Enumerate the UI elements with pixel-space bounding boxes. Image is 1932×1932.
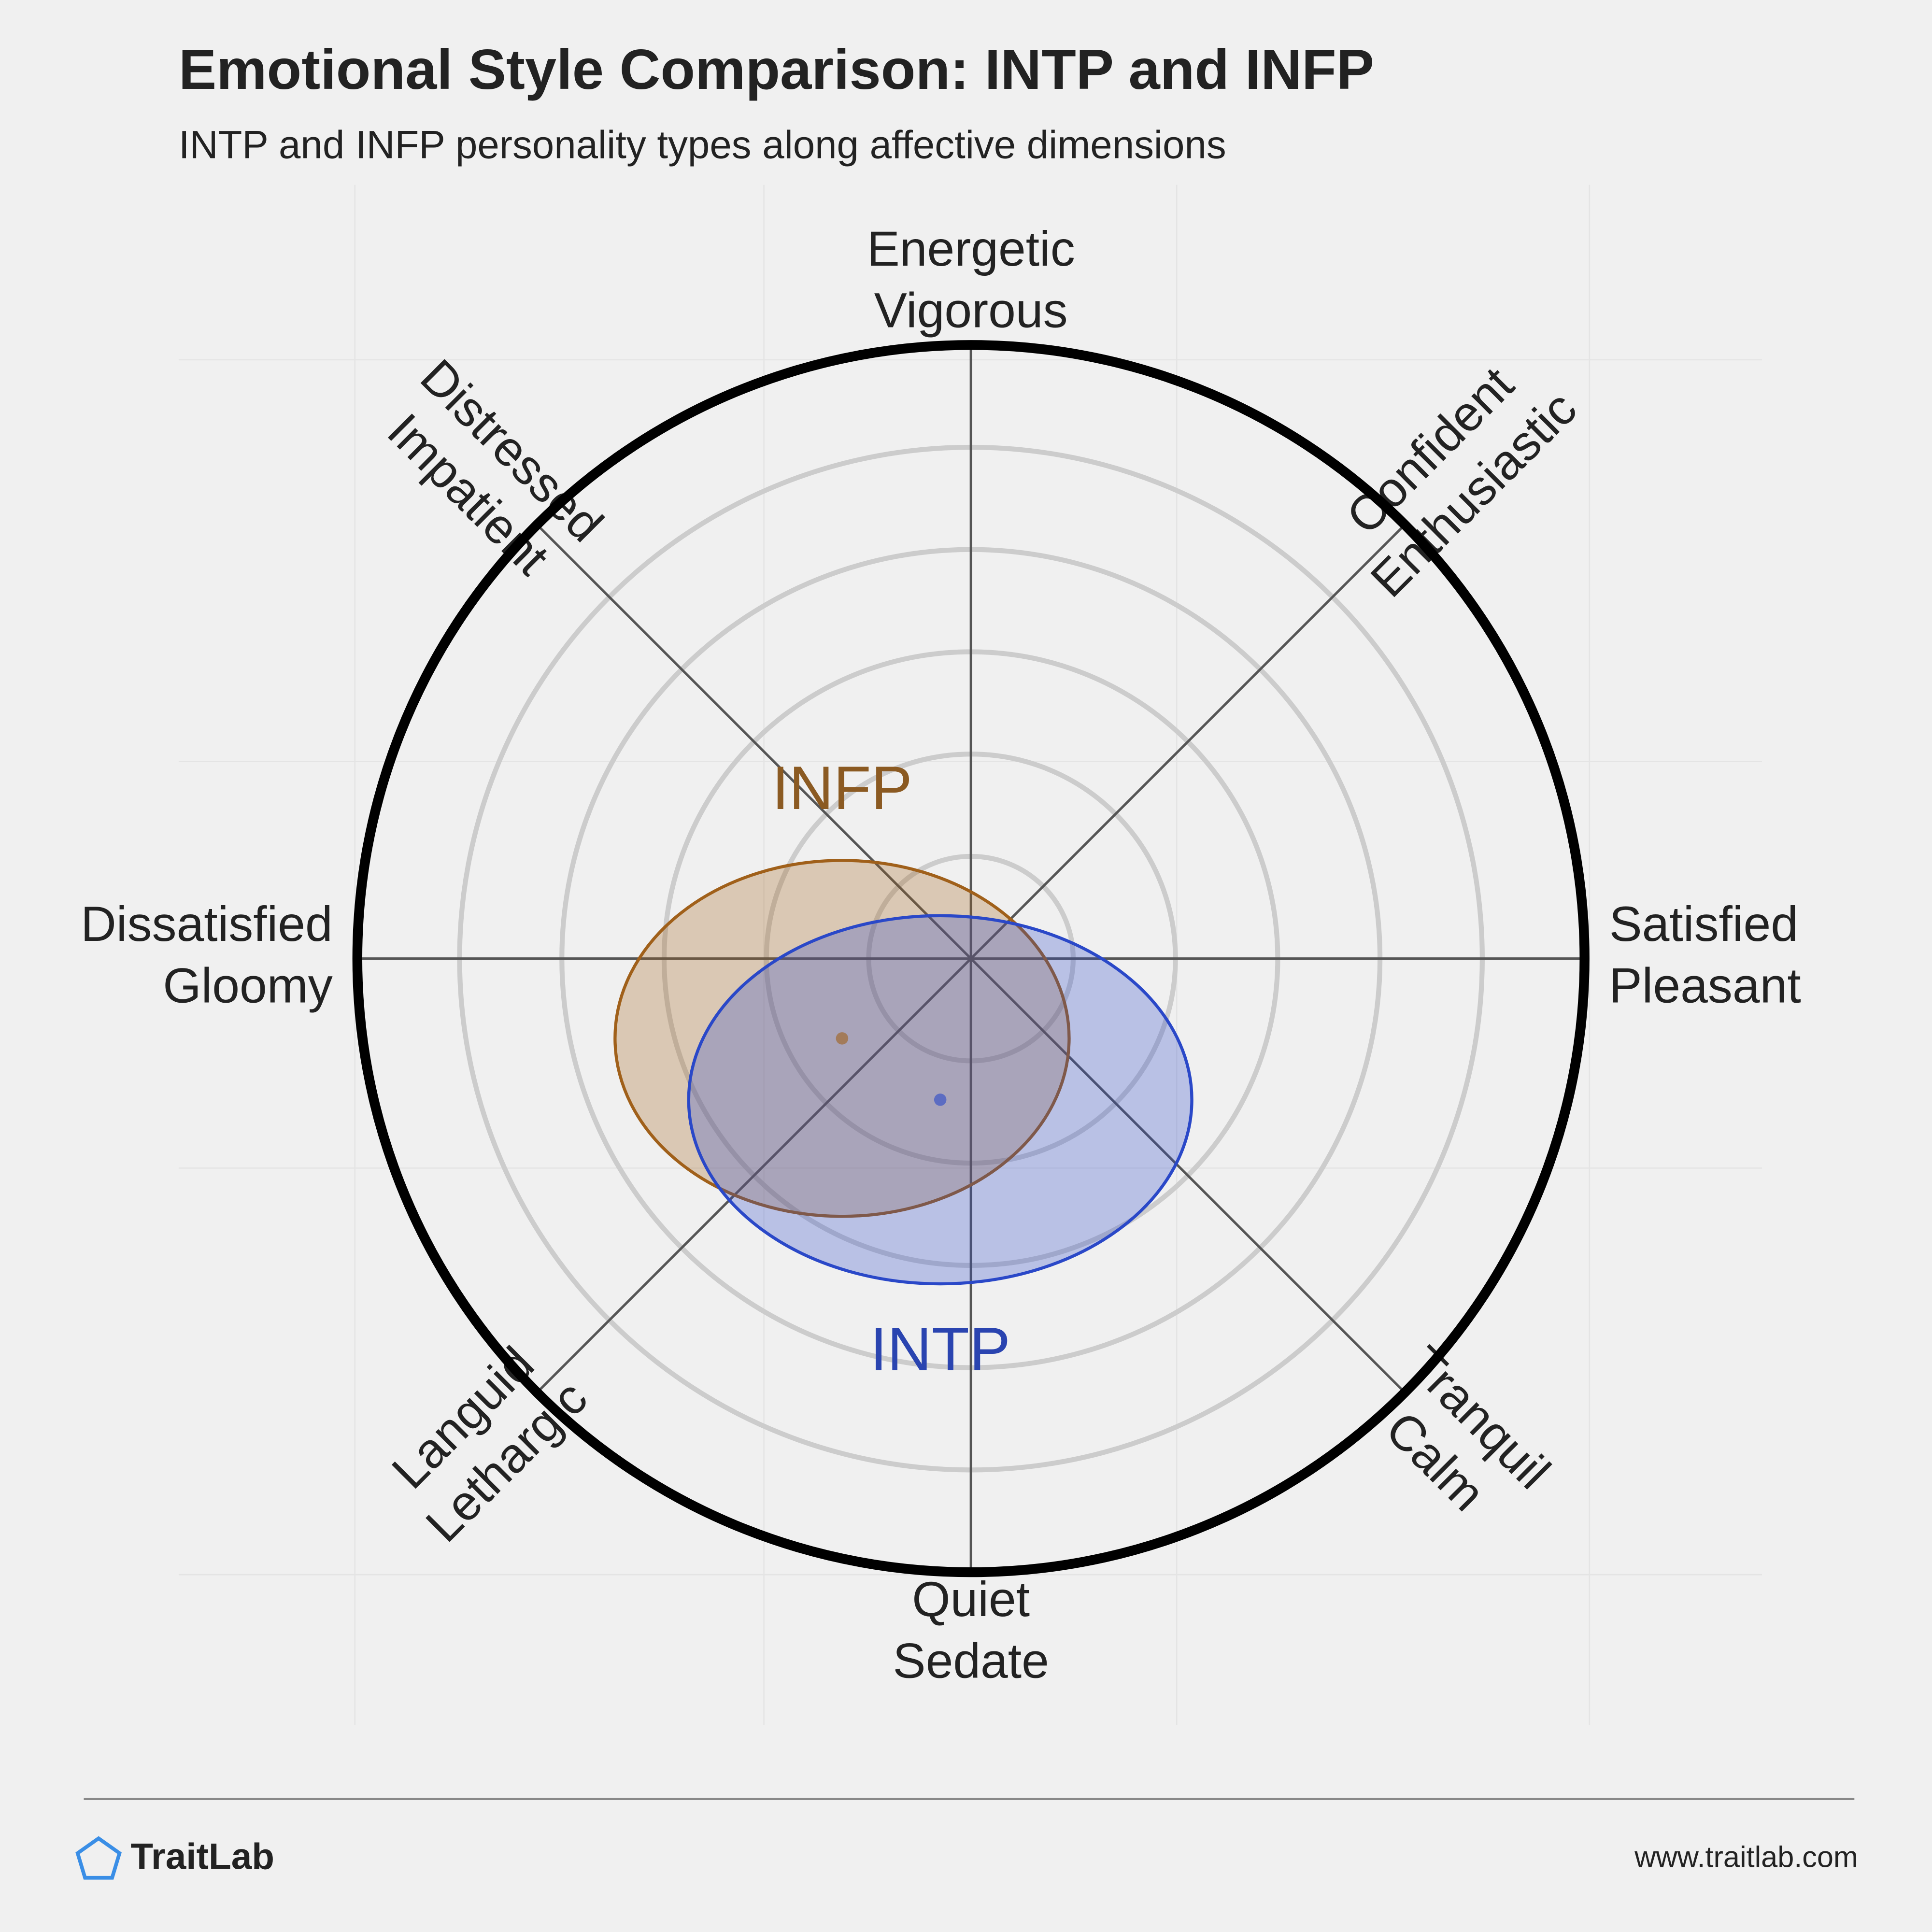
axis-label-line: Sedate — [893, 1633, 1049, 1688]
brand: TraitLab — [130, 1836, 274, 1877]
axis-label-line: Dissatisfied — [81, 896, 333, 952]
type-center — [934, 1094, 947, 1106]
chart-title: Emotional Style Comparison: INTP and INF… — [179, 38, 1374, 101]
axis-label: Satisfied Pleasant — [1609, 896, 1801, 1013]
axis-label-line: Energetic — [867, 221, 1075, 276]
axis-label-line: Quiet — [912, 1572, 1030, 1627]
axis-line — [536, 957, 972, 1393]
axis-label: Energetic Vigorous — [867, 221, 1075, 338]
series-label: INFP — [772, 754, 912, 823]
axis-label: Dissatisfied Gloomy — [81, 896, 333, 1013]
type-center — [836, 1032, 849, 1045]
footer-url: www.traitlab.com — [1634, 1841, 1858, 1874]
series-label: INTP — [870, 1315, 1010, 1384]
axis-label-line: Gloomy — [163, 958, 333, 1013]
axis-line — [970, 524, 1406, 960]
outer-ring — [352, 340, 1590, 1577]
axis-label-line: Vigorous — [874, 283, 1068, 338]
axis-label-line: Satisfied — [1609, 896, 1798, 952]
axis-line — [536, 524, 972, 960]
axis-line — [970, 957, 1406, 1393]
axis-label-line: Pleasant — [1609, 958, 1801, 1013]
axis-label: Quiet Sedate — [893, 1572, 1049, 1689]
chart-subtitle: INTP and INFP personality types along af… — [179, 123, 1226, 167]
logo-icon — [75, 1836, 122, 1880]
